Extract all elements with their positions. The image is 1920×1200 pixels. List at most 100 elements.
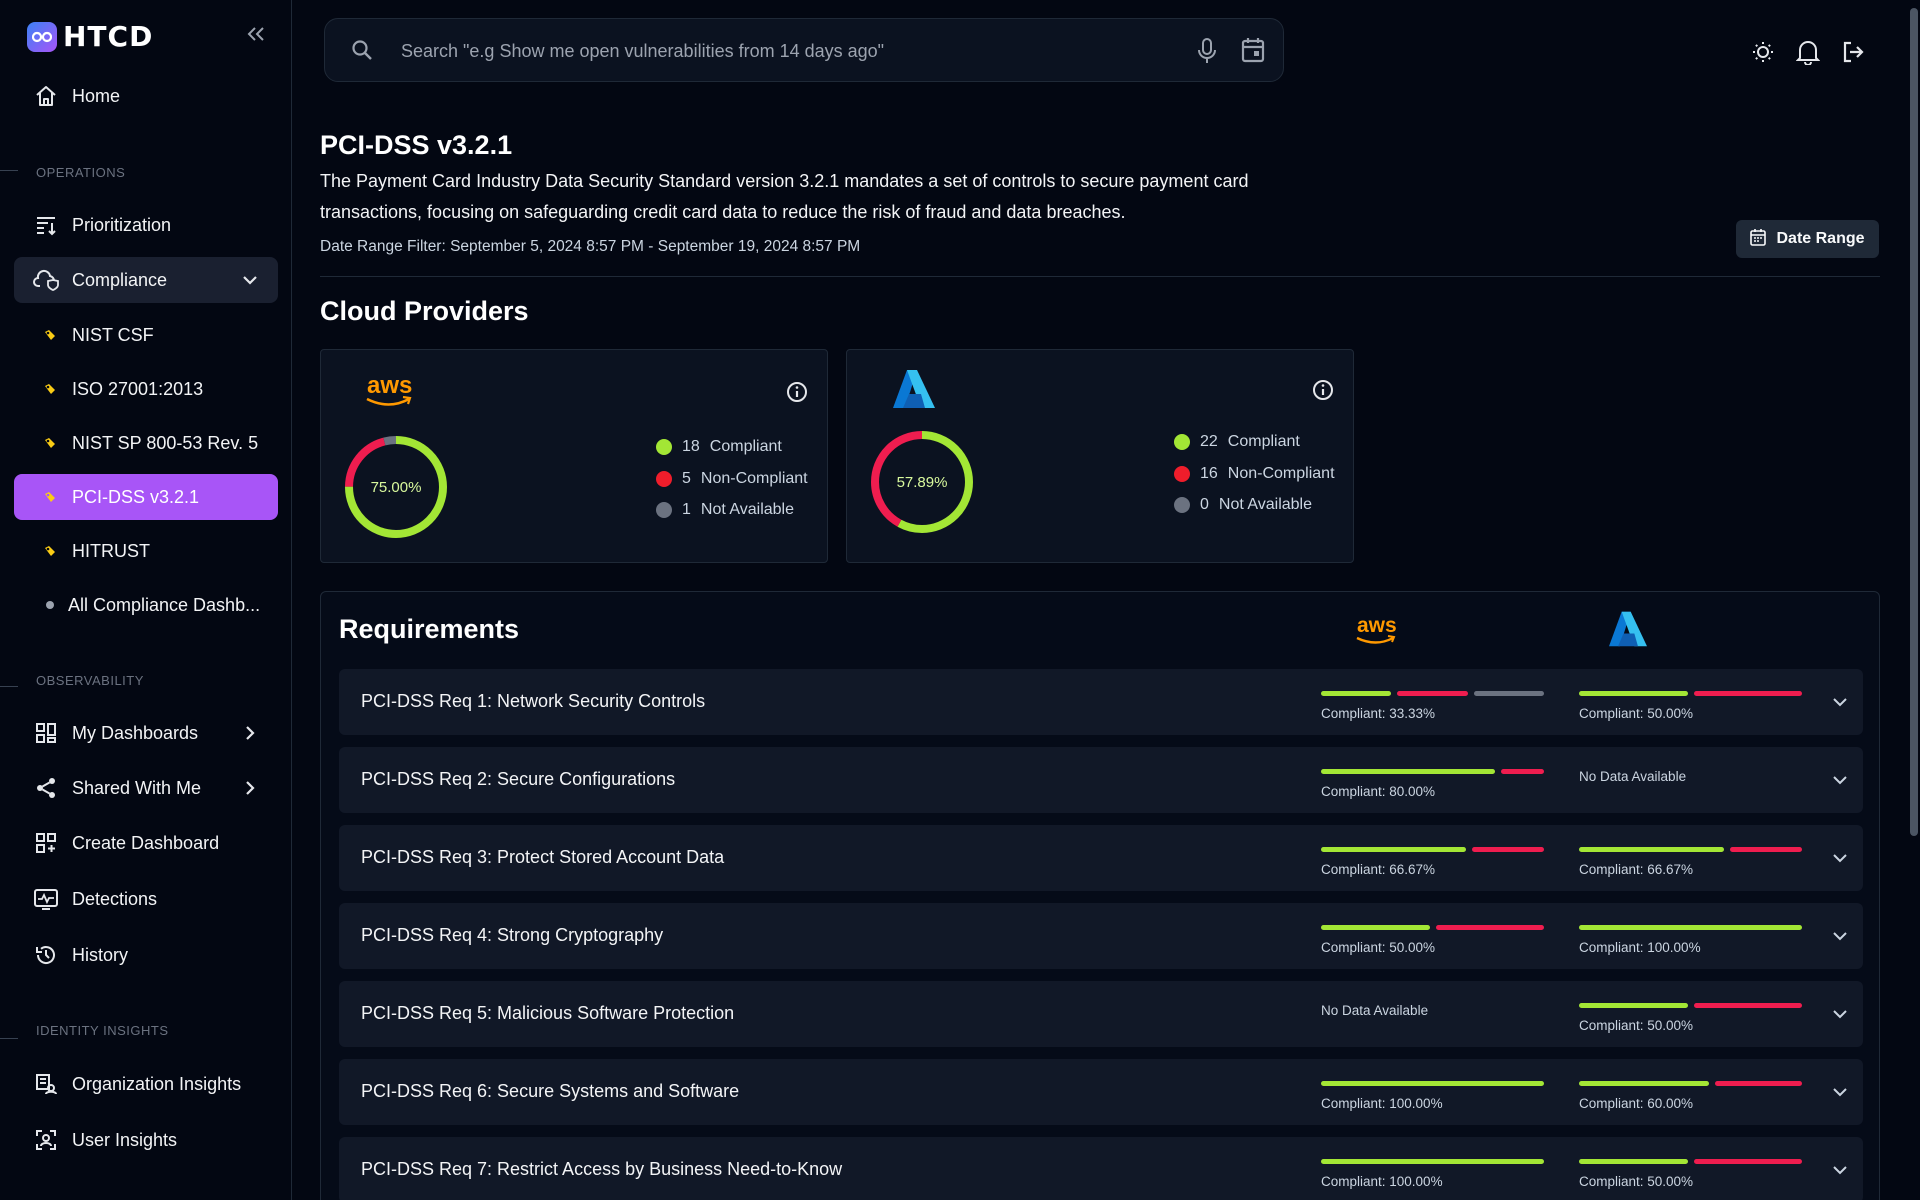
divider [320,276,1880,277]
app-logo[interactable]: HTCD [27,20,153,53]
chevron-down-icon[interactable] [1829,691,1851,713]
chevron-down-icon[interactable] [1829,1159,1851,1181]
sidebar-item-organization-insights[interactable]: Organization Insights [14,1061,278,1107]
notification-bell-icon[interactable] [1794,38,1822,66]
compliance-bar [1321,691,1544,697]
sidebar-item-label: Home [72,85,121,106]
not-available-count: 0 [1200,496,1209,513]
compliance-percent-label: Compliant: 66.67% [1321,862,1436,877]
requirement-row[interactable]: PCI-DSS Req 4: Strong Cryptography Compli… [339,903,1863,969]
divider [0,686,18,687]
sidebar-item-label: NIST SP 800-53 Rev. 5 [72,432,259,453]
compliant-segment [1321,1159,1544,1164]
sidebar-item-label: Create Dashboard [72,832,220,853]
sidebar-item-all-compliance[interactable]: All Compliance Dashb... [14,582,278,628]
requirements-panel: Requirements aws PCI-DSS Req 1: Network … [320,591,1880,1200]
requirement-row[interactable]: PCI-DSS Req 3: Protect Stored Account Da… [339,825,1863,891]
sidebar-item-label: HITRUST [72,540,150,561]
azure-logo [893,370,935,408]
chevron-down-icon[interactable] [1829,1003,1851,1025]
requirement-name: PCI-DSS Req 7: Restrict Access by Busine… [361,1159,843,1179]
sidebar-item-pci-dss[interactable]: PCI-DSS v3.2.1 [14,474,278,520]
home-icon [32,82,60,110]
non-compliant-segment [1715,1081,1802,1086]
sidebar-item-detections[interactable]: Detections [14,876,278,922]
dashboard-grid-icon [32,719,60,747]
share-icon [32,774,60,802]
scrollbar-thumb[interactable] [1910,8,1918,836]
sidebar-item-hitrust[interactable]: HITRUST [14,528,278,574]
requirement-row[interactable]: PCI-DSS Req 2: Secure Configurations Comp… [339,747,1863,813]
compliance-bar [1321,1081,1544,1087]
compliance-bar [1321,1159,1544,1165]
page-scrollbar[interactable] [1908,0,1920,1200]
sidebar-item-label: Detections [72,888,158,909]
compliance-percent-label: Compliant: 80.00% [1321,784,1436,799]
sidebar-item-compliance[interactable]: Compliance [14,257,278,303]
divider [0,170,18,171]
non-compliant-segment [1693,1003,1802,1008]
requirement-row[interactable]: PCI-DSS Req 1: Network Security Controls… [339,669,1863,735]
not-available-dot [1174,497,1190,513]
no-data-text: No Data Available [1321,1003,1429,1018]
non-compliant-count: 16 [1200,465,1218,482]
collapse-sidebar-icon[interactable] [244,22,268,46]
requirement-row[interactable]: PCI-DSS Req 7: Restrict Access by Busine… [339,1137,1863,1200]
calendar-icon[interactable] [1241,37,1267,65]
sidebar-item-label: NIST CSF [72,324,154,345]
compliant-segment [1579,925,1802,930]
microphone-icon[interactable] [1197,37,1221,65]
compliance-percent: 57.89% [897,474,948,491]
compliance-percent-label: Compliant: 100.00% [1321,1174,1443,1189]
sidebar-item-nist-csf[interactable]: NIST CSF [14,312,278,358]
requirement-row[interactable]: PCI-DSS Req 6: Secure Systems and Softwa… [339,1059,1863,1125]
compliant-segment [1321,847,1466,852]
compliant-segment [1321,691,1392,696]
calendar-icon [1750,228,1767,251]
sidebar-item-label: ISO 27001:2013 [72,378,204,399]
sidebar-item-label: User Insights [72,1129,178,1150]
legend-compliant: 22 Compliant [1174,433,1300,451]
sidebar-item-create-dashboard[interactable]: Create Dashboard [14,820,278,866]
compliance-bar [1579,1081,1802,1087]
info-icon[interactable] [1311,378,1335,402]
sidebar-item-home[interactable]: Home [14,73,278,119]
compliance-percent-label: Compliant: 100.00% [1579,940,1701,955]
compliant-segment [1579,847,1724,852]
chevron-down-icon[interactable] [1829,847,1851,869]
sidebar-item-my-dashboards[interactable]: My Dashboards [14,710,278,756]
bullet-icon [46,601,54,609]
requirements-title: Requirements [339,614,520,644]
requirement-row[interactable]: PCI-DSS Req 5: Malicious Software Protec… [339,981,1863,1047]
standard-icon [42,381,58,397]
add-dashboard-icon [32,829,60,857]
info-icon[interactable] [785,380,809,404]
compliance-bar [1579,925,1802,931]
sidebar-item-prioritization[interactable]: Prioritization [14,202,278,248]
sidebar-item-shared-with-me[interactable]: Shared With Me [14,765,278,811]
search-bar [324,18,1284,82]
not-available-label: Not Available [1218,496,1313,513]
requirement-name: PCI-DSS Req 3: Protect Stored Account Da… [361,847,725,867]
logout-icon[interactable] [1839,38,1867,66]
non-compliant-segment [1471,847,1544,852]
non-compliant-dot [656,471,672,487]
cloud-shield-icon [32,266,60,294]
aws-logo: aws [1355,614,1399,650]
sidebar-item-iso-27001[interactable]: ISO 27001:2013 [14,366,278,412]
chevron-down-icon[interactable] [1829,925,1851,947]
search-input[interactable] [401,35,1101,67]
date-range-button[interactable]: Date Range [1736,220,1879,258]
theme-toggle-icon[interactable] [1749,38,1777,66]
chevron-down-icon[interactable] [1829,1081,1851,1103]
sidebar-item-history[interactable]: History [14,932,278,978]
azure-logo [1609,611,1647,647]
sidebar-item-nist-sp-800-53[interactable]: NIST SP 800-53 Rev. 5 [14,420,278,466]
non-compliant-count: 5 [682,470,691,487]
legend-not-available: 0 Not Available [1174,496,1312,514]
chevron-down-icon[interactable] [1829,769,1851,791]
chevron-down-icon [238,268,262,292]
sidebar-item-user-insights[interactable]: User Insights [14,1117,278,1163]
not-available-dot [656,502,672,518]
compliance-bar [1579,1003,1802,1009]
